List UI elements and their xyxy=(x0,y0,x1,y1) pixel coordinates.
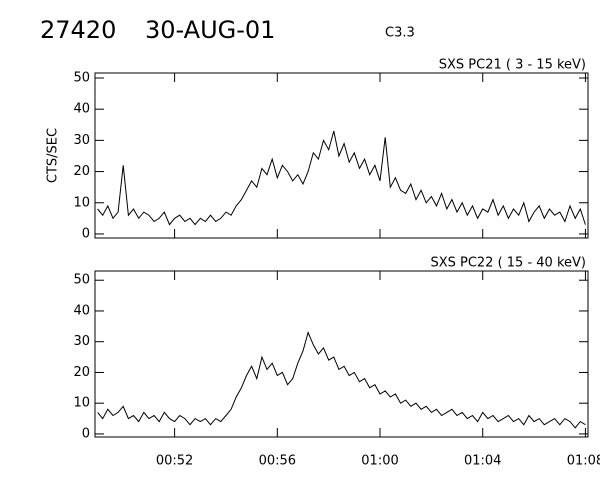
y-tick-label: 0 xyxy=(82,226,90,241)
x-tick-label: 00:52 xyxy=(156,454,193,469)
y-tick-label: 0 xyxy=(82,426,90,441)
plot-frame xyxy=(94,72,589,239)
y-axis-label: CTS/SEC xyxy=(46,128,61,183)
event-date: 30-AUG-01 xyxy=(145,16,275,44)
y-tick-label: 30 xyxy=(73,133,90,148)
y-tick-label: 20 xyxy=(73,365,90,380)
y-tick-label: 10 xyxy=(73,396,90,411)
y-tick-label: 50 xyxy=(73,70,90,85)
flare-class: C3.3 xyxy=(385,26,415,41)
y-tick-label: 40 xyxy=(73,303,90,318)
x-tick-label: 01:08 xyxy=(567,454,600,469)
plot-frame xyxy=(94,270,589,438)
y-tick-label: 10 xyxy=(73,195,90,210)
y-tick-label: 20 xyxy=(73,164,90,179)
y-tick-label: 50 xyxy=(73,273,90,288)
data-line xyxy=(97,130,586,226)
event-id: 27420 xyxy=(40,16,116,44)
x-tick-label: 00:56 xyxy=(259,454,296,469)
data-line xyxy=(97,330,586,429)
x-tick-label: 01:00 xyxy=(361,454,398,469)
y-tick-label: 40 xyxy=(73,102,90,117)
x-tick-label: 01:04 xyxy=(464,454,501,469)
panel-title: SXS PC21 ( 3 - 15 keV) xyxy=(439,58,586,73)
panel-title: SXS PC22 ( 15 - 40 keV) xyxy=(430,256,586,271)
y-tick-label: 30 xyxy=(73,334,90,349)
